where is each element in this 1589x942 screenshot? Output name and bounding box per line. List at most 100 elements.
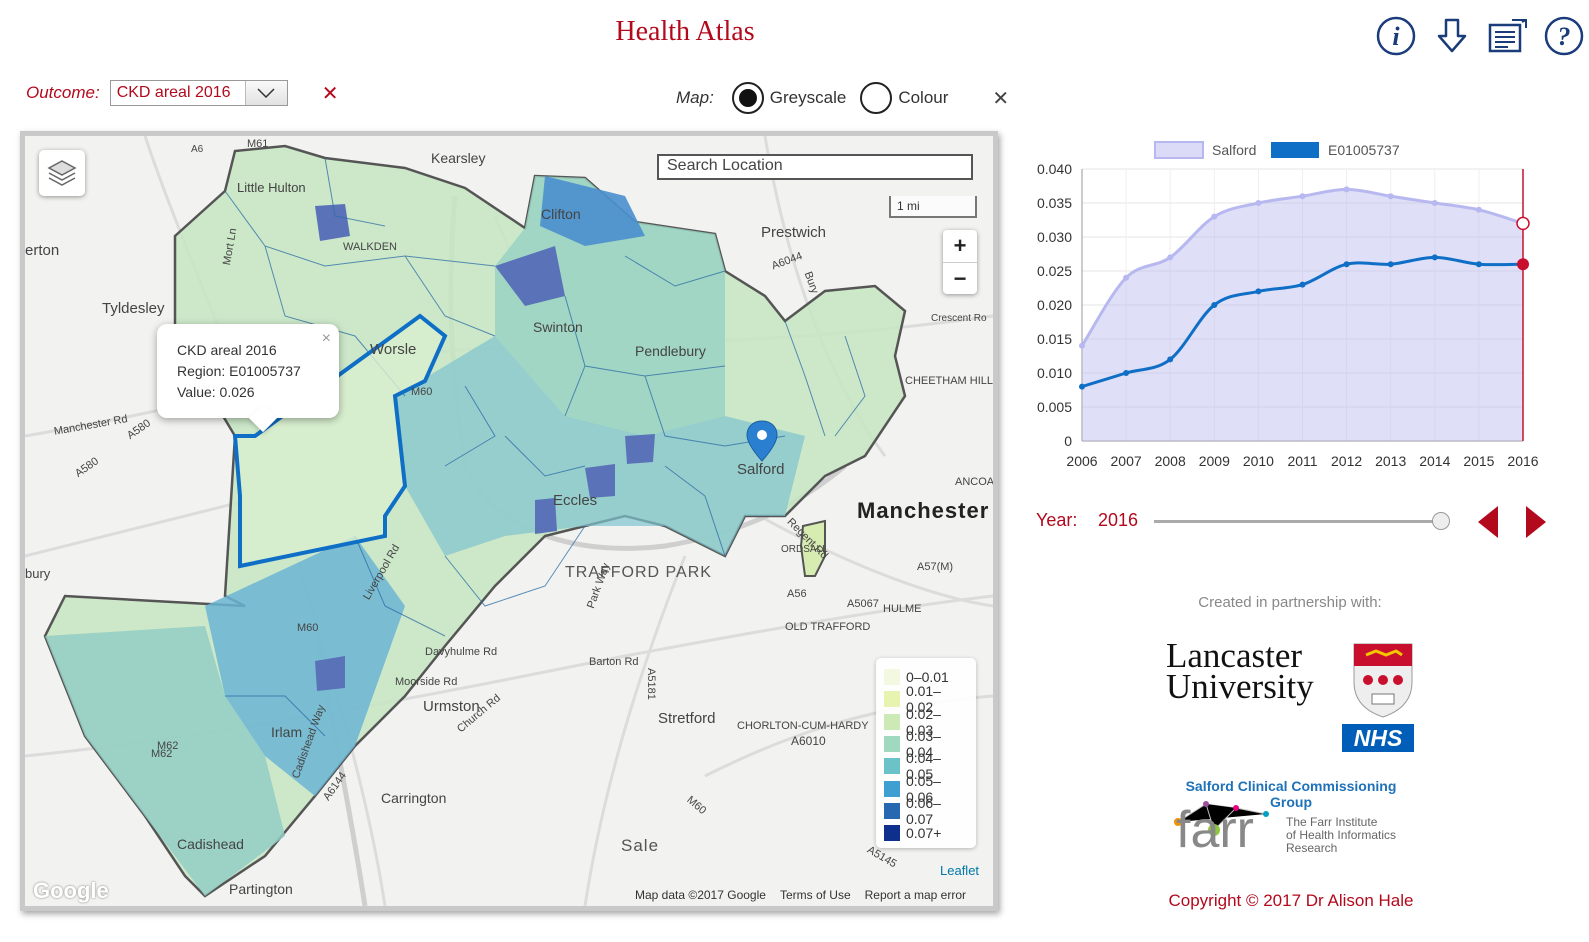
- download-icon[interactable]: [1430, 14, 1474, 58]
- data-point-e01005737: [1299, 281, 1306, 288]
- selected-point-salford: [1516, 216, 1530, 231]
- layers-button[interactable]: [39, 150, 85, 196]
- map-place-label: A56: [787, 588, 807, 600]
- series-area-salford: [1082, 189, 1523, 441]
- legend-item: 0.02–0.03: [884, 706, 968, 738]
- google-logo: Google: [33, 878, 109, 903]
- data-point-e01005737: [1211, 302, 1218, 308]
- attribution-terms-link[interactable]: Terms of Use: [779, 888, 851, 902]
- x-tick-label: 2006: [1066, 453, 1097, 469]
- data-point-e01005737: [1079, 383, 1085, 390]
- previous-year-button[interactable]: [1476, 506, 1500, 543]
- data-point-salford: [1167, 254, 1174, 261]
- data-point-salford: [1255, 200, 1262, 206]
- map-panel[interactable]: Kearsley Prestwich Tyldesley erton Worsle Swi…: [20, 131, 998, 911]
- popup-title: CKD areal 2016: [177, 342, 277, 358]
- svg-text:i: i: [1392, 22, 1400, 51]
- toolbar: i ?: [1374, 14, 1586, 58]
- greyscale-radio[interactable]: [731, 82, 764, 114]
- zoom-in-button[interactable]: +: [953, 233, 967, 258]
- legend-swatch: [884, 780, 900, 797]
- popup-close-button[interactable]: ×: [321, 330, 331, 347]
- svg-text:?: ?: [1558, 22, 1571, 51]
- map-place-label: CHORLTON-CUM-HARDY: [737, 720, 869, 732]
- y-tick-label: 0.030: [1037, 229, 1072, 245]
- map-place-label: M62: [151, 748, 173, 760]
- popup-value: Value: 0.026: [177, 384, 255, 400]
- y-tick-label: 0: [1064, 433, 1072, 449]
- legend-label: 0.02–0.03: [905, 705, 941, 738]
- attribution-map-data: Map data ©2017 Google: [635, 888, 766, 902]
- scale-bar: 1 mi: [889, 196, 977, 218]
- legend-label: 0.05–0.06: [905, 772, 941, 805]
- zoom-out-button[interactable]: −: [943, 262, 977, 294]
- map-place-label: M60: [297, 622, 319, 634]
- map-place-label: A6010: [791, 734, 826, 748]
- search-location-input[interactable]: Search Location: [657, 154, 973, 180]
- outcome-select-value: CKD areal 2016: [116, 84, 231, 101]
- legend-item: 0.01–0.02: [884, 683, 968, 715]
- triangle-left-icon: [1478, 506, 1498, 538]
- legend-label: 0.04–0.05: [905, 750, 941, 783]
- map-mode-label: Map:: [676, 88, 714, 107]
- map-place-label: ANCOA: [955, 476, 995, 488]
- partnership-text: Created in partnership with:: [1198, 594, 1382, 611]
- legend-label: 0.03–0.04: [905, 728, 941, 761]
- legend-item: 0.04–0.05: [884, 750, 968, 782]
- farr-institute-logo: farr The Farr Institute of Health Inform…: [1166, 800, 1416, 860]
- farr-wordmark: farr: [1176, 801, 1254, 859]
- map-place-label: Irlam: [271, 724, 303, 740]
- outcome-select[interactable]: CKD areal 2016: [109, 80, 288, 106]
- map-place-label: Davyhulme Rd: [425, 646, 498, 658]
- data-point-salford: [1475, 206, 1482, 213]
- map-canvas[interactable]: [25, 136, 993, 906]
- trend-chart-svg: 0 0.005 0.010 0.015 0.020 0.025 0.030 0.035 0.04…: [1037, 141, 1539, 469]
- colour-radio[interactable]: [860, 82, 893, 114]
- data-point-salford: [1123, 274, 1130, 281]
- year-value: 2016: [1098, 510, 1139, 530]
- outcome-label: Outcome:: [26, 83, 100, 102]
- map-place-label: Clifton: [541, 206, 581, 222]
- popup-region: Region: E01005737: [177, 363, 301, 379]
- map-place-label: Stretford: [658, 710, 716, 727]
- map-place-label: M60: [411, 386, 433, 398]
- crest-icon: [1353, 643, 1413, 718]
- year-slider-thumb[interactable]: [1432, 512, 1450, 530]
- legend-label: 0.01–0.02: [905, 683, 941, 716]
- map-place-label: M61: [247, 138, 269, 150]
- layers-icon: [47, 160, 77, 186]
- data-point-salford: [1299, 193, 1306, 200]
- info-icon[interactable]: i: [1374, 14, 1418, 58]
- map-place-label: Urmston: [423, 698, 480, 715]
- data-point-e01005737: [1167, 356, 1174, 363]
- leaflet-link[interactable]: Leaflet: [940, 863, 980, 878]
- data-point-salford: [1431, 200, 1438, 206]
- x-tick-label: 2010: [1243, 453, 1274, 469]
- map-place-label: Crescent Ro: [931, 313, 987, 324]
- legend-item: 0.05–0.06: [884, 773, 968, 805]
- map-place-label: erton: [25, 242, 60, 259]
- map-place-label: Moorside Rd: [395, 676, 458, 688]
- data-point-salford: [1211, 213, 1218, 220]
- page-title: Health Atlas: [615, 16, 755, 47]
- map-mode-close-button[interactable]: ✕: [992, 87, 1010, 110]
- map-place-label: ORDSALL: [781, 544, 828, 555]
- map-place-label: Little Hulton: [237, 180, 306, 195]
- map-place-label: CHEETHAM HILL: [905, 375, 994, 387]
- chevron-down-icon[interactable]: [244, 81, 287, 105]
- data-point-e01005737: [1431, 254, 1438, 261]
- map-place-label: Tyldesley: [102, 300, 165, 317]
- next-year-button[interactable]: [1524, 506, 1548, 543]
- map-place-label: Partington: [229, 881, 293, 897]
- lancaster-university-logo: Lancaster University: [1166, 638, 1416, 718]
- attribution-report-link[interactable]: Report a map error: [864, 888, 966, 902]
- legend-swatch: [884, 713, 900, 730]
- legend-swatch: [884, 669, 900, 686]
- greyscale-label: Greyscale: [769, 88, 847, 107]
- report-icon[interactable]: [1486, 14, 1530, 58]
- colour-label: Colour: [898, 88, 949, 107]
- outcome-clear-button[interactable]: ✕: [321, 82, 339, 105]
- help-icon[interactable]: ?: [1542, 14, 1586, 58]
- map-attribution: Map data ©2017 Google Terms of Use Repor…: [635, 888, 966, 902]
- year-slider-track[interactable]: [1154, 520, 1442, 523]
